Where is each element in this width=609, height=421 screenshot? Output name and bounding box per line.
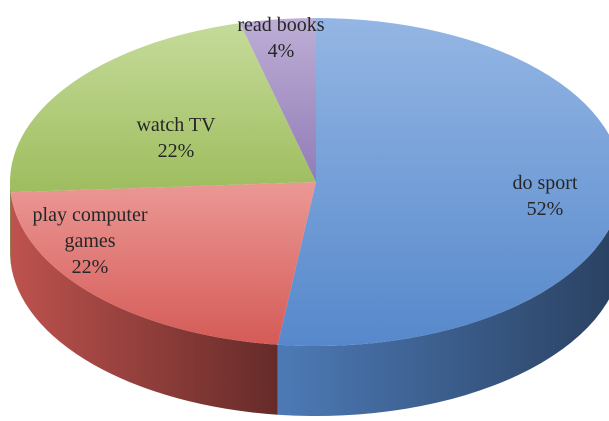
value-label: 52% — [526, 198, 564, 220]
value-label: 22% — [71, 256, 109, 278]
slice-label: do sport 52% — [455, 170, 609, 222]
slice-label: play computer games 22% — [5, 202, 175, 280]
slice — [239, 18, 316, 182]
slice-label: read books 4% — [191, 12, 371, 64]
category-label: do sport — [512, 172, 578, 194]
category-label: read books — [237, 14, 325, 36]
category-label: play computer games — [32, 204, 148, 252]
slice-side — [10, 182, 11, 263]
category-label: watch TV — [136, 114, 216, 136]
value-label: 4% — [267, 40, 295, 62]
slice-side — [277, 229, 609, 416]
value-label: 22% — [157, 140, 195, 162]
slice — [9, 23, 316, 193]
slice-label: watch TV 22% — [101, 112, 251, 164]
slice-side — [10, 192, 278, 415]
slice — [277, 18, 609, 346]
slice — [10, 182, 316, 345]
